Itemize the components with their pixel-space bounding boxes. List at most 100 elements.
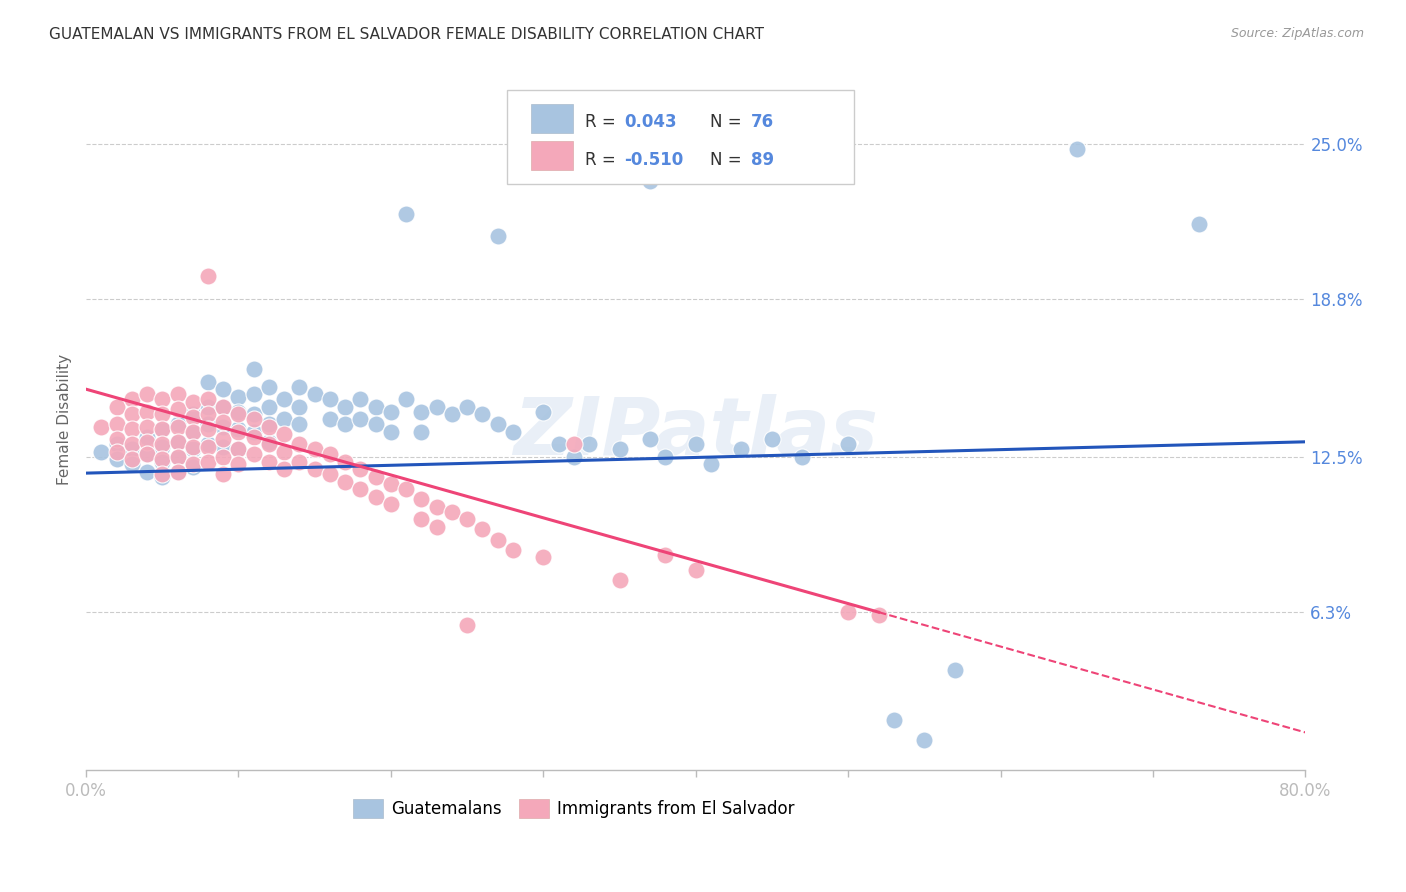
Point [319, 467, 342, 482]
Point [486, 229, 509, 244]
Point [868, 607, 890, 622]
Point [121, 437, 143, 451]
Point [380, 477, 402, 491]
Point [166, 450, 188, 464]
Point [197, 392, 219, 407]
Text: N =: N = [710, 113, 747, 131]
Point [150, 422, 173, 436]
Point [121, 458, 143, 472]
Point [212, 432, 235, 446]
Point [456, 512, 478, 526]
Point [257, 417, 280, 432]
Point [257, 400, 280, 414]
Point [197, 400, 219, 414]
Point [440, 407, 463, 421]
Point [319, 412, 342, 426]
Point [212, 400, 235, 414]
Point [837, 605, 859, 619]
Point [212, 440, 235, 454]
Point [654, 450, 676, 464]
Point [181, 394, 204, 409]
Point [228, 425, 250, 439]
Point [609, 573, 631, 587]
Point [242, 387, 264, 401]
Point [609, 442, 631, 457]
Point [792, 450, 814, 464]
Point [364, 417, 387, 432]
Point [121, 407, 143, 421]
Point [197, 440, 219, 454]
Point [426, 520, 449, 534]
Point [136, 430, 159, 444]
Point [349, 392, 371, 407]
Point [562, 450, 585, 464]
Point [136, 447, 159, 461]
Point [531, 405, 554, 419]
Point [228, 407, 250, 421]
Point [426, 400, 449, 414]
Point [349, 462, 371, 476]
Point [105, 400, 128, 414]
Point [150, 467, 173, 482]
Point [685, 437, 707, 451]
Point [181, 458, 204, 472]
Point [90, 445, 112, 459]
Point [181, 409, 204, 424]
Point [121, 422, 143, 436]
Point [730, 442, 752, 457]
Text: GUATEMALAN VS IMMIGRANTS FROM EL SALVADOR FEMALE DISABILITY CORRELATION CHART: GUATEMALAN VS IMMIGRANTS FROM EL SALVADO… [49, 27, 765, 42]
Point [197, 407, 219, 421]
Point [364, 470, 387, 484]
Point [228, 405, 250, 419]
Point [150, 440, 173, 454]
Point [228, 458, 250, 472]
Text: R =: R = [585, 113, 621, 131]
Point [150, 437, 173, 451]
Point [242, 447, 264, 461]
Point [197, 375, 219, 389]
Point [349, 412, 371, 426]
Point [395, 483, 418, 497]
Point [395, 392, 418, 407]
Point [288, 455, 311, 469]
Point [212, 400, 235, 414]
Point [335, 455, 357, 469]
Point [654, 548, 676, 562]
Point [531, 549, 554, 564]
Point [166, 450, 188, 464]
Point [273, 412, 295, 426]
Text: -0.510: -0.510 [624, 151, 683, 169]
Point [471, 407, 494, 421]
Point [349, 483, 371, 497]
Point [335, 417, 357, 432]
Point [166, 417, 188, 432]
Point [273, 462, 295, 476]
Point [197, 455, 219, 469]
Point [136, 447, 159, 461]
Point [150, 392, 173, 407]
Point [638, 174, 661, 188]
FancyBboxPatch shape [531, 103, 572, 133]
Point [166, 465, 188, 479]
Point [181, 440, 204, 454]
Point [304, 442, 326, 457]
Point [212, 419, 235, 434]
Text: 0.043: 0.043 [624, 113, 676, 131]
Point [486, 533, 509, 547]
Point [273, 445, 295, 459]
Point [121, 452, 143, 467]
Point [242, 407, 264, 421]
Point [380, 425, 402, 439]
Point [105, 452, 128, 467]
Point [411, 492, 433, 507]
Point [288, 400, 311, 414]
Point [136, 405, 159, 419]
Point [411, 425, 433, 439]
Point [638, 432, 661, 446]
Point [471, 523, 494, 537]
Point [304, 387, 326, 401]
Point [150, 452, 173, 467]
Point [257, 437, 280, 451]
Point [807, 161, 830, 176]
Point [228, 442, 250, 457]
